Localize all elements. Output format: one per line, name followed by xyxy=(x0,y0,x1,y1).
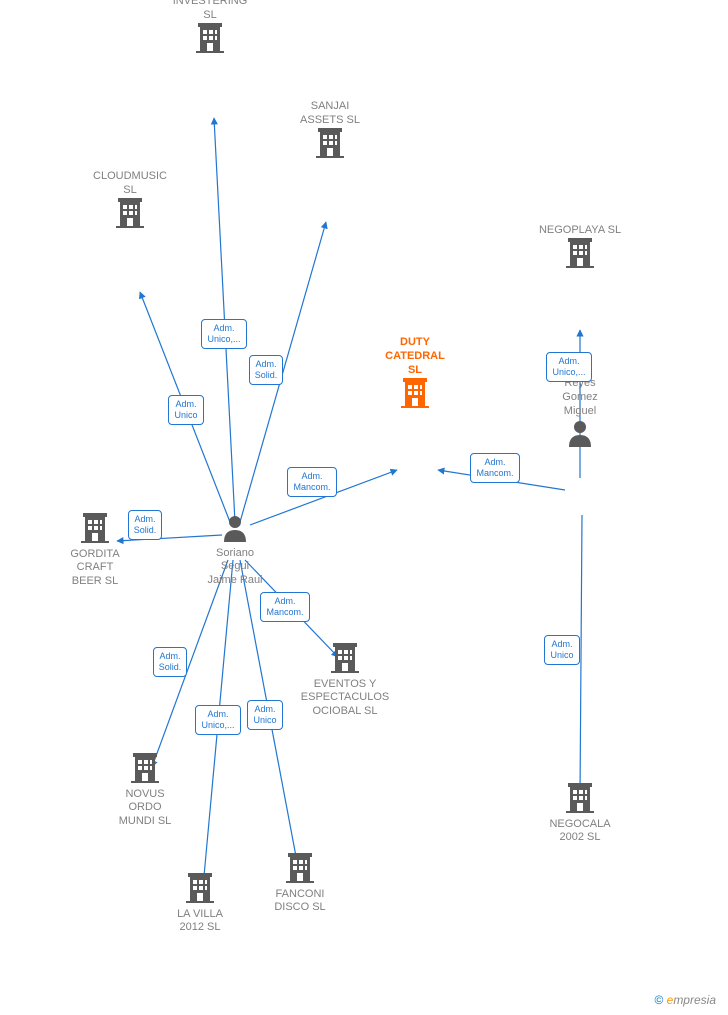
node-sanjai[interactable]: SANJAIASSETS SL xyxy=(300,100,360,163)
node-kenday[interactable]: KENDAYINVESTERINGSL xyxy=(173,0,248,58)
node-gordita[interactable]: GORDITACRAFTBEER SL xyxy=(70,513,119,589)
edge-label: Adm.Unico,... xyxy=(201,319,246,349)
person-icon xyxy=(222,514,248,547)
edge-label: Adm.Unico,... xyxy=(195,705,240,735)
footer-copyright: © empresia xyxy=(654,993,716,1007)
node-label-novus: NOVUSORDOMUNDI SL xyxy=(119,788,172,829)
edge-label: Adm.Solid. xyxy=(128,510,163,540)
node-soriano[interactable]: SorianoSeguiJaime Raul xyxy=(207,514,262,588)
node-label-eventos: EVENTOS YESPECTACULOSOCIOBAL SL xyxy=(301,678,389,719)
building-icon xyxy=(566,238,594,273)
node-label-sanjai: SANJAIASSETS SL xyxy=(300,100,360,128)
node-label-kenday: KENDAYINVESTERINGSL xyxy=(173,0,248,23)
node-label-soriano: SorianoSeguiJaime Raul xyxy=(207,547,262,588)
building-icon xyxy=(286,853,314,888)
edge-label: Adm.Mancom. xyxy=(287,467,336,497)
edge-label: Adm.Unico xyxy=(247,700,282,730)
edge-label: Adm.Solid. xyxy=(153,647,188,677)
building-icon xyxy=(331,643,359,678)
node-label-negoplaya: NEGOPLAYA SL xyxy=(539,224,621,238)
node-negoplaya[interactable]: NEGOPLAYA SL xyxy=(539,224,621,273)
building-icon xyxy=(131,753,159,788)
node-label-lavilla: LA VILLA2012 SL xyxy=(177,908,223,936)
node-label-reyes: ReyesGomezMiguel xyxy=(562,377,597,418)
edges-layer xyxy=(0,0,728,1015)
node-lavilla[interactable]: LA VILLA2012 SL xyxy=(177,873,223,936)
building-icon xyxy=(316,128,344,163)
node-label-duty: DUTYCATEDRALSL xyxy=(385,336,445,377)
building-icon xyxy=(186,873,214,908)
node-fanconi[interactable]: FANCONIDISCO SL xyxy=(274,853,325,916)
building-icon xyxy=(116,198,144,233)
building-icon xyxy=(401,378,429,413)
node-duty[interactable]: DUTYCATEDRALSL xyxy=(385,336,445,412)
edge-label: Adm.Mancom. xyxy=(470,453,519,483)
building-icon xyxy=(81,513,109,548)
node-reyes[interactable]: ReyesGomezMiguel xyxy=(562,377,597,451)
node-novus[interactable]: NOVUSORDOMUNDI SL xyxy=(119,753,172,829)
edge-line xyxy=(580,515,582,797)
copyright-symbol: © xyxy=(654,993,663,1007)
node-label-fanconi: FANCONIDISCO SL xyxy=(274,888,325,916)
edge-label: Adm.Unico xyxy=(168,395,203,425)
edge-label: Adm.Unico,... xyxy=(546,352,591,382)
node-negocala[interactable]: NEGOCALA2002 SL xyxy=(549,783,610,846)
edge-label: Adm.Unico xyxy=(544,635,579,665)
edge-label: Adm.Solid. xyxy=(249,355,284,385)
node-label-negocala: NEGOCALA2002 SL xyxy=(549,818,610,846)
brand-rest: mpresia xyxy=(673,993,716,1007)
node-eventos[interactable]: EVENTOS YESPECTACULOSOCIOBAL SL xyxy=(301,643,389,719)
node-cloudmusic[interactable]: CLOUDMUSICSL xyxy=(93,170,167,233)
node-label-gordita: GORDITACRAFTBEER SL xyxy=(70,548,119,589)
edge-label: Adm.Mancom. xyxy=(260,592,309,622)
building-icon xyxy=(196,23,224,58)
building-icon xyxy=(566,783,594,818)
person-icon xyxy=(567,419,593,452)
node-label-cloudmusic: CLOUDMUSICSL xyxy=(93,170,167,198)
